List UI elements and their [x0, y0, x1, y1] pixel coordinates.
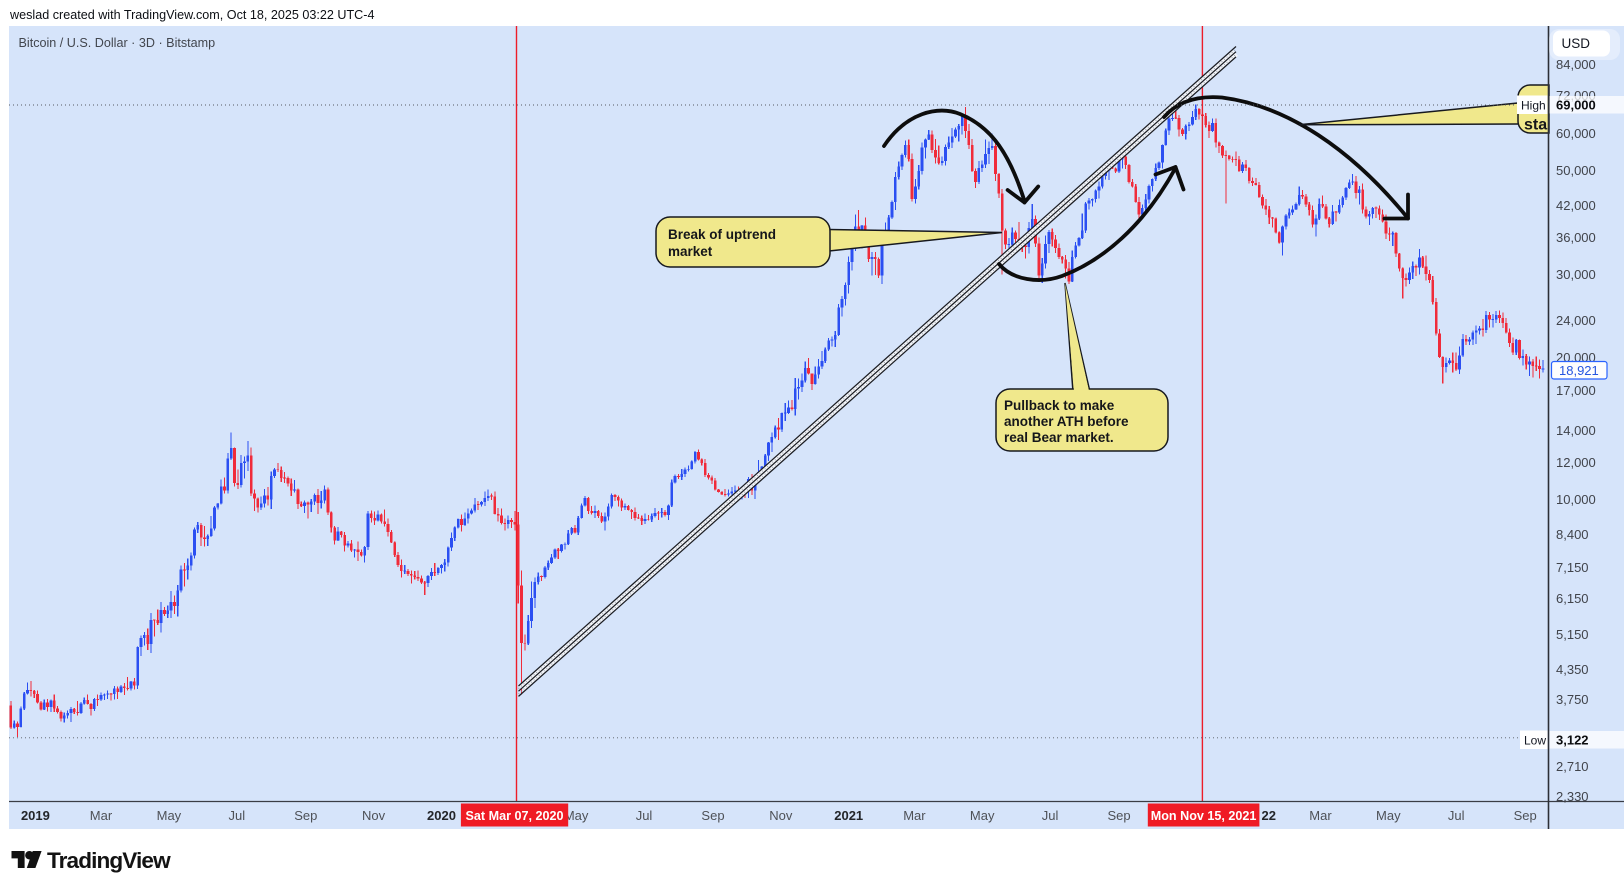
svg-text:Jul: Jul: [636, 808, 653, 823]
svg-text:Sep: Sep: [701, 808, 724, 823]
svg-text:2,710: 2,710: [1556, 759, 1589, 774]
svg-text:17,000: 17,000: [1556, 383, 1596, 398]
svg-text:36,000: 36,000: [1556, 230, 1596, 245]
svg-text:Bitcoin / U.S. Dollar · 3D · B: Bitcoin / U.S. Dollar · 3D · Bitstamp: [19, 36, 216, 50]
svg-text:sta: sta: [1524, 117, 1547, 134]
svg-text:real Bear market.: real Bear market.: [1004, 430, 1114, 445]
svg-text:High: High: [1521, 99, 1546, 113]
svg-text:2019: 2019: [21, 808, 50, 823]
svg-text:6,150: 6,150: [1556, 591, 1589, 606]
svg-text:Mar: Mar: [1309, 808, 1332, 823]
svg-text:USD: USD: [1562, 36, 1591, 51]
svg-text:2,330: 2,330: [1556, 789, 1589, 804]
svg-text:Mar: Mar: [903, 808, 926, 823]
svg-text:Jul: Jul: [228, 808, 245, 823]
svg-text:22: 22: [1262, 808, 1276, 823]
svg-text:84,000: 84,000: [1556, 57, 1596, 72]
svg-text:Sep: Sep: [294, 808, 317, 823]
svg-text:Mon Nov 15, 2021: Mon Nov 15, 2021: [1151, 809, 1257, 823]
svg-text:10,000: 10,000: [1556, 492, 1596, 507]
svg-text:8,400: 8,400: [1556, 527, 1589, 542]
svg-text:2020: 2020: [427, 808, 456, 823]
svg-text:42,000: 42,000: [1556, 198, 1596, 213]
svg-text:Sep: Sep: [1514, 808, 1537, 823]
svg-text:May: May: [970, 808, 995, 823]
svg-text:12,000: 12,000: [1556, 455, 1596, 470]
svg-text:Break of uptrend: Break of uptrend: [668, 227, 776, 242]
svg-text:Pullback to make: Pullback to make: [1004, 398, 1115, 413]
svg-text:Nov: Nov: [769, 808, 793, 823]
svg-text:TradingView: TradingView: [47, 848, 171, 873]
svg-text:30,000: 30,000: [1556, 267, 1596, 282]
svg-text:3,122: 3,122: [1556, 733, 1589, 748]
svg-text:another ATH before: another ATH before: [1004, 414, 1129, 429]
svg-text:7,150: 7,150: [1556, 560, 1589, 575]
svg-text:60,000: 60,000: [1556, 126, 1596, 141]
svg-text:May: May: [157, 808, 182, 823]
svg-text:market: market: [668, 244, 713, 259]
svg-text:69,000: 69,000: [1556, 98, 1596, 113]
svg-text:18,921: 18,921: [1559, 363, 1599, 378]
svg-text:Sep: Sep: [1108, 808, 1131, 823]
svg-text:May: May: [1376, 808, 1401, 823]
svg-text:24,000: 24,000: [1556, 313, 1596, 328]
svg-text:Sat Mar 07, 2020: Sat Mar 07, 2020: [465, 809, 563, 823]
svg-text:Nov: Nov: [362, 808, 386, 823]
svg-text:Low: Low: [1524, 734, 1546, 748]
svg-text:3,750: 3,750: [1556, 692, 1589, 707]
svg-text:Mar: Mar: [90, 808, 113, 823]
svg-text:4,350: 4,350: [1556, 662, 1589, 677]
svg-text:2021: 2021: [834, 808, 863, 823]
svg-text:5,150: 5,150: [1556, 627, 1589, 642]
svg-text:May: May: [564, 808, 589, 823]
svg-text:weslad created with TradingVie: weslad created with TradingView.com, Oct…: [9, 8, 374, 22]
svg-text:Jul: Jul: [1448, 808, 1465, 823]
svg-text:50,000: 50,000: [1556, 163, 1596, 178]
svg-text:14,000: 14,000: [1556, 423, 1596, 438]
svg-text:Jul: Jul: [1042, 808, 1059, 823]
